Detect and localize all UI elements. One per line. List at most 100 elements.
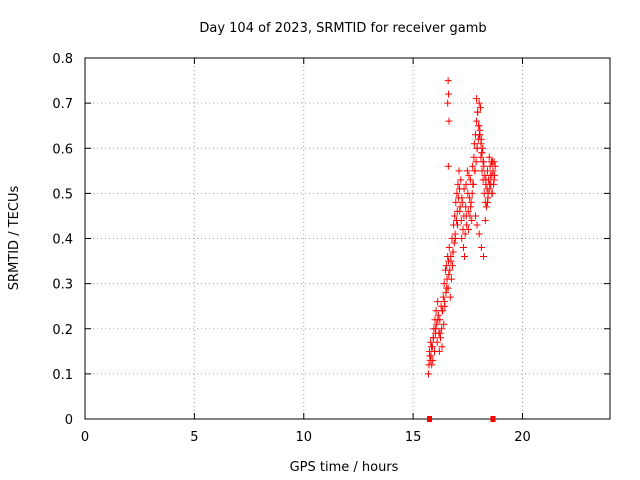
data-point — [464, 225, 472, 233]
chart-title: Day 104 of 2023, SRMTID for receiver gam… — [199, 21, 486, 36]
data-point — [482, 176, 490, 184]
data-point — [466, 176, 474, 184]
baseline-marker — [490, 416, 496, 422]
data-point — [461, 253, 469, 261]
y-tick-label: 0.7 — [52, 97, 73, 112]
data-point — [442, 262, 450, 270]
data-point — [466, 194, 474, 202]
data-point — [480, 162, 488, 170]
data-point — [490, 176, 498, 184]
data-point — [473, 117, 481, 125]
data-point — [446, 266, 454, 274]
data-point — [453, 189, 461, 197]
y-tick-label: 0.4 — [52, 233, 73, 248]
data-point — [436, 329, 444, 337]
series-0 — [424, 77, 499, 378]
data-point — [454, 221, 462, 229]
data-point — [447, 275, 455, 283]
data-point — [427, 338, 435, 346]
data-point — [445, 117, 453, 125]
data-point — [454, 180, 462, 188]
data-point — [445, 271, 453, 279]
data-point — [477, 244, 485, 252]
data-point — [434, 316, 442, 324]
y-tick-label: 0.6 — [52, 142, 73, 157]
data-point — [442, 289, 450, 297]
data-point — [475, 230, 483, 238]
data-point — [473, 95, 481, 103]
data-point — [458, 194, 466, 202]
data-point — [478, 149, 486, 157]
data-point — [474, 108, 482, 116]
data-point — [463, 167, 471, 175]
data-point — [440, 298, 448, 306]
data-point — [455, 167, 463, 175]
x-tick-label: 5 — [190, 430, 198, 445]
data-point — [444, 99, 452, 107]
x-tick-label: 10 — [295, 430, 312, 445]
data-point — [451, 235, 459, 242]
data-point — [464, 207, 472, 215]
data-point — [473, 144, 481, 152]
data-point — [470, 153, 478, 161]
data-point — [472, 158, 480, 166]
data-points — [424, 77, 499, 422]
data-point — [476, 131, 484, 139]
data-point — [438, 343, 446, 351]
data-point — [445, 244, 453, 252]
data-point — [433, 320, 441, 328]
data-point — [480, 253, 488, 261]
data-point — [446, 293, 454, 301]
data-point — [477, 140, 485, 148]
data-point — [444, 77, 452, 85]
data-point — [488, 189, 496, 197]
series-1 — [427, 416, 496, 422]
baseline-marker — [427, 416, 433, 422]
data-point — [445, 90, 453, 98]
data-point — [435, 347, 443, 355]
data-point — [434, 298, 442, 306]
data-point — [471, 212, 479, 220]
data-point — [428, 361, 436, 369]
data-point — [465, 171, 473, 179]
data-point — [462, 180, 470, 188]
data-point — [489, 167, 497, 175]
data-point — [491, 162, 499, 170]
data-point — [449, 262, 456, 270]
data-point — [439, 293, 447, 301]
data-point — [459, 244, 467, 252]
data-point — [426, 352, 434, 360]
data-point — [481, 216, 489, 224]
data-point — [433, 338, 441, 346]
data-point — [450, 239, 458, 247]
data-point — [456, 207, 464, 215]
data-point — [489, 158, 497, 166]
data-point — [475, 122, 483, 130]
data-point — [486, 180, 494, 188]
data-point — [447, 257, 455, 265]
data-point — [458, 235, 466, 242]
data-point — [477, 153, 485, 161]
data-point — [484, 198, 491, 206]
data-point — [452, 198, 460, 206]
data-point — [429, 334, 437, 342]
ticks: 0 0.1 0.2 0.3 0.4 0.5 0.6 0.7 0.8 0 5 10 15 20 — [52, 52, 610, 445]
grid — [85, 58, 610, 419]
x-tick-label: 15 — [405, 430, 422, 445]
data-point — [438, 307, 446, 315]
y-axis-label: SRMTID / TECUs — [7, 186, 22, 291]
data-point — [475, 99, 483, 107]
data-point — [428, 343, 435, 351]
data-point — [444, 162, 452, 170]
data-point — [457, 176, 465, 184]
data-point — [461, 230, 469, 238]
y-tick-label: 0.2 — [52, 323, 73, 338]
plot-frame — [84, 57, 611, 420]
data-point — [424, 370, 432, 378]
data-point — [451, 212, 459, 220]
data-point — [469, 162, 477, 170]
y-tick-label: 0 — [65, 413, 73, 428]
y-tick-label: 0.5 — [52, 187, 73, 202]
data-point — [460, 185, 468, 193]
data-point — [471, 167, 479, 175]
